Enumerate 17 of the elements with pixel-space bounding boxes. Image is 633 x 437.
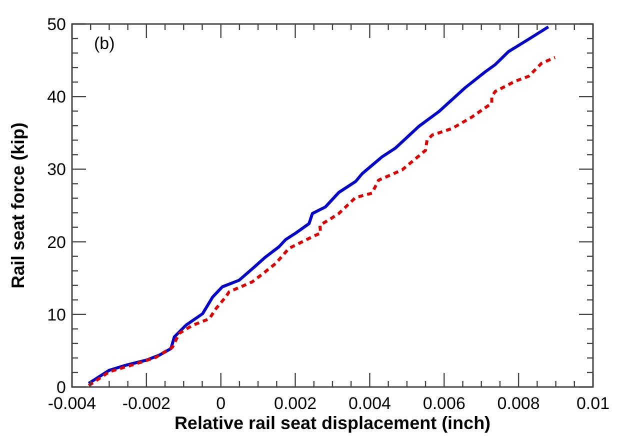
x-tick-label: 0.002 [274, 394, 317, 413]
y-tick-label: 10 [47, 305, 66, 324]
x-tick-label: 0.008 [497, 394, 540, 413]
y-tick-label: 20 [47, 232, 66, 252]
x-tick-label: -0.002 [122, 394, 171, 413]
y-axis-title: Rail seat force (kip) [8, 122, 28, 289]
x-axis-title: Relative rail seat displacement (inch) [174, 413, 491, 433]
annotation: (b) [94, 34, 115, 53]
y-tick-label: 30 [47, 160, 66, 180]
x-tick-label: -0.004 [48, 394, 96, 413]
x-tick-label: 0.006 [422, 394, 466, 413]
x-tick-label: 0.004 [348, 394, 391, 413]
x-tick-label: 0 [216, 394, 226, 413]
y-tick-label: 40 [47, 88, 66, 107]
x-tick-label: 0.01 [576, 394, 610, 413]
y-tick-label: 0 [56, 378, 66, 397]
y-tick-label: 50 [47, 15, 66, 34]
